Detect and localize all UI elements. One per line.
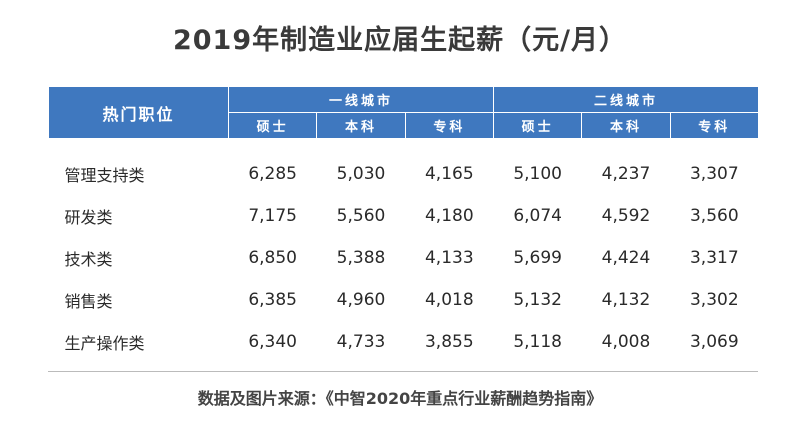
table-cell: 3,069 — [689, 332, 739, 352]
header-group-tier2: 二线城市 — [492, 86, 759, 113]
table-cell: 6,850 — [248, 248, 297, 268]
page-title: 2019年制造业应届生起薪（元/月） — [172, 25, 627, 56]
table-cell: 7,175 — [248, 206, 297, 226]
subheader-bachelor: 本科 — [581, 112, 671, 139]
table-cell: 6,340 — [248, 332, 297, 352]
table-cell: 5,388 — [336, 248, 386, 268]
job-name: 技术类 — [64, 250, 113, 269]
table-cell: 3,307 — [689, 164, 739, 184]
table-cell: 5,030 — [336, 164, 386, 184]
subheader-master: 硕士 — [227, 112, 318, 139]
table-cell: 6,074 — [513, 206, 562, 226]
table-cell: 4,960 — [336, 290, 386, 310]
table-cell: 4,165 — [424, 164, 474, 184]
job-name: 管理支持类 — [64, 166, 145, 185]
table-cell: 4,424 — [601, 248, 651, 268]
table-row: 技术类 6,850 5,388 4,133 5,699 4,424 3,317 — [49, 237, 759, 279]
table-cell: 6,385 — [248, 290, 297, 310]
divider — [48, 371, 758, 372]
table-cell: 6,285 — [248, 164, 297, 184]
subheader-college: 专科 — [404, 112, 494, 139]
header-job: 热门职位 — [48, 86, 229, 139]
table-row: 生产操作类 6,340 4,733 3,855 5,118 4,008 3,06… — [49, 321, 759, 363]
table-cell: 3,560 — [689, 206, 739, 226]
table-row: 管理支持类 6,285 5,030 4,165 5,100 4,237 3,30… — [49, 139, 759, 196]
table-cell: 5,699 — [513, 248, 562, 268]
table-cell: 5,100 — [513, 164, 562, 184]
table-cell: 4,180 — [424, 206, 474, 226]
subheader-college: 专科 — [669, 112, 759, 139]
table-cell: 4,592 — [601, 206, 651, 226]
table-cell: 5,132 — [513, 290, 562, 310]
table-cell: 4,008 — [601, 332, 651, 352]
table-row: 销售类 6,385 4,960 4,018 5,132 4,132 3,302 — [49, 279, 759, 321]
subheader-master: 硕士 — [492, 112, 583, 139]
table-cell: 3,302 — [689, 290, 739, 310]
table-cell: 4,237 — [601, 164, 651, 184]
table-cell: 3,855 — [424, 332, 474, 352]
subheader-bachelor: 本科 — [316, 112, 406, 139]
table-cell: 3,317 — [689, 248, 739, 268]
table-cell: 4,133 — [424, 248, 474, 268]
table-cell: 4,132 — [601, 290, 651, 310]
table-cell: 4,018 — [424, 290, 474, 310]
table-cell: 5,560 — [336, 206, 386, 226]
table-cell: 5,118 — [513, 332, 562, 352]
table-row: 研发类 7,175 5,560 4,180 6,074 4,592 3,560 — [49, 195, 759, 237]
job-name: 研发类 — [64, 208, 113, 227]
job-name: 销售类 — [64, 292, 113, 311]
source-note: 数据及图片来源：《中智2020年重点行业薪酬趋势指南》 — [197, 389, 603, 408]
salary-table: 热门职位 一线城市 二线城市 硕士 本科 专科 硕士 本科 专科 管理支持类 6… — [48, 86, 759, 363]
table-cell: 4,733 — [336, 332, 386, 352]
job-name: 生产操作类 — [64, 334, 145, 353]
header-group-tier1: 一线城市 — [228, 86, 494, 113]
